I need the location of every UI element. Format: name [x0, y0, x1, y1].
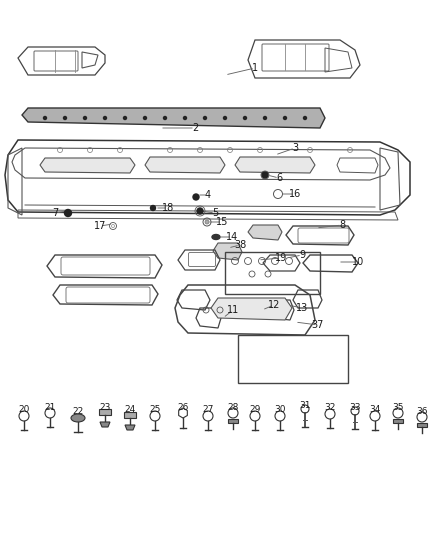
Circle shape [43, 117, 46, 119]
Polygon shape [235, 157, 315, 173]
Circle shape [205, 220, 209, 224]
Text: 23: 23 [99, 402, 111, 411]
Circle shape [197, 208, 203, 214]
Text: 18: 18 [162, 203, 174, 213]
Text: 36: 36 [416, 407, 428, 416]
Polygon shape [125, 425, 135, 430]
Bar [225, 252, 320, 294]
Polygon shape [100, 422, 110, 427]
Circle shape [264, 117, 266, 119]
Text: 21: 21 [44, 402, 56, 411]
Text: 28: 28 [227, 402, 239, 411]
Text: 31: 31 [299, 400, 311, 409]
Text: 8: 8 [339, 220, 345, 230]
Text: 10: 10 [352, 257, 364, 267]
Circle shape [84, 117, 86, 119]
Text: 7: 7 [52, 208, 58, 218]
Bar [124, 412, 136, 418]
Bar [393, 419, 403, 423]
Polygon shape [213, 243, 242, 260]
Polygon shape [211, 298, 292, 320]
Ellipse shape [212, 235, 220, 239]
Text: 19: 19 [275, 253, 287, 263]
Circle shape [193, 194, 199, 200]
Circle shape [64, 209, 71, 216]
Bar [238, 335, 348, 383]
Text: 37: 37 [312, 320, 324, 330]
Text: 35: 35 [392, 402, 404, 411]
Circle shape [262, 172, 268, 178]
Bar [228, 419, 238, 423]
Circle shape [244, 117, 247, 119]
Ellipse shape [71, 414, 85, 422]
Circle shape [103, 117, 106, 119]
Text: 30: 30 [274, 406, 286, 415]
Text: 2: 2 [192, 123, 198, 133]
Text: 17: 17 [94, 221, 106, 231]
Text: 13: 13 [296, 303, 308, 313]
Circle shape [64, 117, 67, 119]
Polygon shape [145, 157, 225, 173]
Text: 12: 12 [268, 300, 280, 310]
Circle shape [304, 117, 307, 119]
Polygon shape [248, 225, 282, 240]
Circle shape [283, 117, 286, 119]
Text: 9: 9 [299, 250, 305, 260]
Text: 26: 26 [177, 402, 189, 411]
Text: 34: 34 [369, 406, 381, 415]
Text: 24: 24 [124, 406, 136, 415]
Bar [417, 423, 427, 427]
Text: 15: 15 [216, 217, 228, 227]
Text: 5: 5 [212, 208, 218, 218]
Text: 3: 3 [292, 143, 298, 153]
Polygon shape [40, 158, 135, 173]
Circle shape [144, 117, 146, 119]
Circle shape [204, 117, 206, 119]
Text: 32: 32 [324, 403, 336, 413]
Text: 27: 27 [202, 406, 214, 415]
Text: 25: 25 [149, 406, 161, 415]
Polygon shape [22, 108, 325, 128]
Circle shape [223, 117, 226, 119]
Text: 16: 16 [289, 189, 301, 199]
Text: 14: 14 [226, 232, 238, 242]
Text: 11: 11 [227, 305, 239, 315]
Text: 20: 20 [18, 406, 30, 415]
Text: 22: 22 [72, 407, 84, 416]
Circle shape [124, 117, 127, 119]
Circle shape [163, 117, 166, 119]
Circle shape [184, 117, 187, 119]
Text: 4: 4 [205, 190, 211, 200]
Circle shape [151, 206, 155, 211]
Text: 29: 29 [249, 406, 261, 415]
Text: 33: 33 [349, 402, 361, 411]
Bar [99, 409, 111, 415]
Text: 1: 1 [252, 63, 258, 73]
Text: 38: 38 [234, 240, 246, 250]
Text: 6: 6 [276, 173, 282, 183]
